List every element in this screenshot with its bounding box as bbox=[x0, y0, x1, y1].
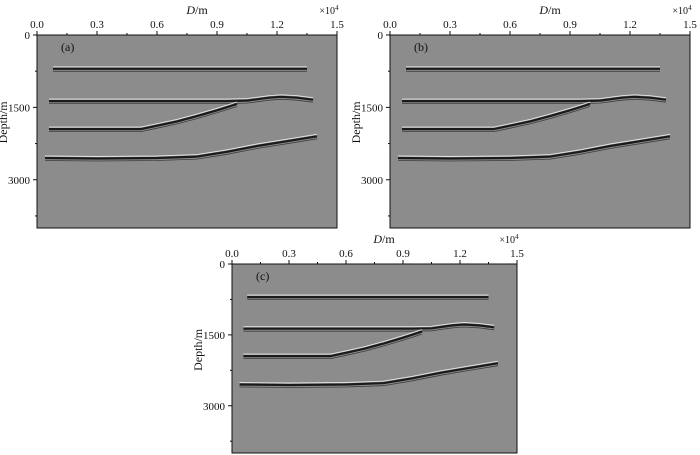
panel-c: 0.0 0.3 0.6 0.9 1.2 1.5 0 1500 3000 D/m ×104 Depth/… bbox=[191, 232, 524, 454]
x-tick-label: 0.3 bbox=[282, 248, 296, 260]
x-tick-label: 0.3 bbox=[90, 19, 104, 31]
reflector-r3-dark bbox=[402, 102, 591, 131]
reflector-r2-shadow bbox=[243, 326, 495, 332]
x-multiplier: ×104 bbox=[672, 4, 692, 17]
panel-label: (a) bbox=[61, 40, 74, 54]
reflector-r3-shadow bbox=[49, 106, 238, 132]
x-tick-label: 0.3 bbox=[443, 19, 457, 31]
reflector-r4-light bbox=[397, 133, 671, 157]
reflector-r4-dark bbox=[397, 135, 671, 160]
reflector-r4-dark bbox=[239, 362, 499, 387]
x-tick-label: 0.6 bbox=[503, 19, 517, 31]
reflector-r3-light bbox=[402, 101, 591, 128]
x-tick-label: 1.5 bbox=[330, 19, 344, 31]
x-tick-label: 1.2 bbox=[623, 19, 637, 31]
y-axis-label: Depth/m bbox=[0, 101, 10, 144]
reflector-r4-shadow bbox=[44, 138, 318, 162]
x-tick-label: 0.0 bbox=[225, 248, 239, 260]
reflector-r3-light bbox=[49, 101, 238, 128]
y-tick-label: 1500 bbox=[361, 102, 384, 114]
y-tick-label: 1500 bbox=[203, 330, 226, 342]
y-tick-label: 3000 bbox=[361, 175, 384, 187]
reflector-r3-dark bbox=[243, 330, 423, 358]
x-axis-label: D/m bbox=[185, 3, 208, 17]
x-tick-label: 1.2 bbox=[453, 248, 467, 260]
reflector-r4-shadow bbox=[239, 365, 499, 388]
x-tick-label: 1.5 bbox=[683, 19, 697, 31]
x-tick-label: 0.6 bbox=[150, 19, 164, 31]
x-axis-label: D/m bbox=[538, 3, 561, 17]
x-multiplier: ×104 bbox=[499, 233, 519, 246]
reflector-r4-dark bbox=[44, 135, 318, 160]
reflector-r2-dark bbox=[243, 323, 495, 330]
y-tick-label: 0 bbox=[220, 259, 226, 271]
panel-a: 0.0 0.3 0.6 0.9 1.2 1.5 0 1500 3000 D/m ×104 Depth/… bbox=[0, 3, 344, 229]
y-tick-label: 0 bbox=[378, 30, 384, 42]
reflector-r3-dark bbox=[49, 102, 238, 131]
x-multiplier: ×104 bbox=[319, 4, 339, 17]
reflector-r2-light bbox=[243, 322, 495, 328]
panel-label: (c) bbox=[256, 269, 269, 283]
panel-b: 0.0 0.3 0.6 0.9 1.2 1.5 0 1500 3000 D/m ×104 Depth/… bbox=[349, 3, 697, 229]
reflector-r3-shadow bbox=[243, 333, 423, 359]
x-tick-label: 0.0 bbox=[383, 19, 397, 31]
reflector-r2-light bbox=[402, 94, 667, 100]
reflector-r4-light bbox=[44, 133, 318, 157]
reflector-r3-light bbox=[243, 329, 423, 355]
y-tick-label: 3000 bbox=[8, 175, 31, 187]
x-tick-label: 1.5 bbox=[510, 248, 524, 260]
x-tick-label: 0.9 bbox=[210, 19, 224, 31]
x-tick-label: 0.9 bbox=[563, 19, 577, 31]
reflector-r4-light bbox=[239, 360, 499, 384]
y-axis-label: Depth/m bbox=[349, 101, 363, 144]
y-tick-label: 0 bbox=[25, 30, 31, 42]
x-tick-label: 0.6 bbox=[339, 248, 353, 260]
y-tick-label: 3000 bbox=[203, 401, 226, 413]
x-tick-label: 1.2 bbox=[270, 19, 284, 31]
panel-label: (b) bbox=[414, 40, 428, 54]
x-tick-label: 0.0 bbox=[30, 19, 44, 31]
reflector-r2-shadow bbox=[402, 98, 667, 104]
reflector-r4-shadow bbox=[397, 138, 671, 162]
reflector-r3-shadow bbox=[402, 106, 591, 132]
reflector-r2-dark bbox=[49, 95, 314, 103]
x-tick-label: 0.9 bbox=[396, 248, 410, 260]
reflector-r2-shadow bbox=[49, 98, 314, 104]
y-axis-label: Depth/m bbox=[191, 328, 205, 371]
reflector-r2-dark bbox=[402, 95, 667, 103]
x-axis-label: D/m bbox=[372, 232, 395, 246]
reflector-r2-light bbox=[49, 94, 314, 100]
y-tick-label: 1500 bbox=[8, 102, 31, 114]
